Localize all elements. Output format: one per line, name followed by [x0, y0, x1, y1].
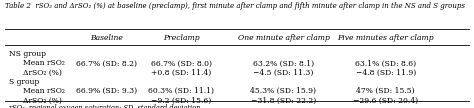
Text: 45.3% (SD: 15.9): 45.3% (SD: 15.9) — [250, 87, 317, 95]
Text: Preclamp: Preclamp — [163, 34, 200, 42]
Text: +0.8 (SD: 11.4): +0.8 (SD: 11.4) — [151, 69, 211, 77]
Text: Table 2  rSO₂ and ΔrSO₂ (%) at baseline (preclamp), first minute after clamp and: Table 2 rSO₂ and ΔrSO₂ (%) at baseline (… — [5, 2, 465, 10]
Text: 63.2% (SD: 8.1): 63.2% (SD: 8.1) — [253, 59, 314, 67]
Text: 66.7% (SD: 8.0): 66.7% (SD: 8.0) — [151, 59, 212, 67]
Text: S group: S group — [9, 78, 40, 86]
Text: Baseline: Baseline — [91, 34, 123, 42]
Text: −4.8 (SD: 11.9): −4.8 (SD: 11.9) — [356, 69, 416, 77]
Text: 66.9% (SD: 9.3): 66.9% (SD: 9.3) — [76, 87, 137, 95]
Text: ΔrSO₂ (%): ΔrSO₂ (%) — [23, 69, 62, 77]
Text: NS group: NS group — [9, 50, 46, 58]
Text: rSO₂, regional oxygen saturation; SD, standard deviation: rSO₂, regional oxygen saturation; SD, st… — [9, 104, 201, 108]
Text: Five minutes after clamp: Five minutes after clamp — [337, 34, 434, 42]
Text: 63.1% (SD: 8.6): 63.1% (SD: 8.6) — [355, 59, 416, 67]
Text: −31.8 (SD: 22.2): −31.8 (SD: 22.2) — [251, 96, 316, 104]
Text: ΔrSO₂ (%): ΔrSO₂ (%) — [23, 96, 62, 104]
Text: −4.5 (SD: 11.3): −4.5 (SD: 11.3) — [253, 69, 314, 77]
Text: −9.2 (SD: 15.6): −9.2 (SD: 15.6) — [151, 96, 211, 104]
Text: One minute after clamp: One minute after clamp — [237, 34, 329, 42]
Text: −29.6 (SD: 20.4): −29.6 (SD: 20.4) — [353, 96, 418, 104]
Text: 66.7% (SD: 8.2): 66.7% (SD: 8.2) — [76, 59, 137, 67]
Text: Mean rSO₂: Mean rSO₂ — [23, 87, 65, 95]
Text: Mean rSO₂: Mean rSO₂ — [23, 59, 65, 67]
Text: 60.3% (SD: 11.1): 60.3% (SD: 11.1) — [148, 87, 214, 95]
Text: 47% (SD: 15.5): 47% (SD: 15.5) — [356, 87, 415, 95]
